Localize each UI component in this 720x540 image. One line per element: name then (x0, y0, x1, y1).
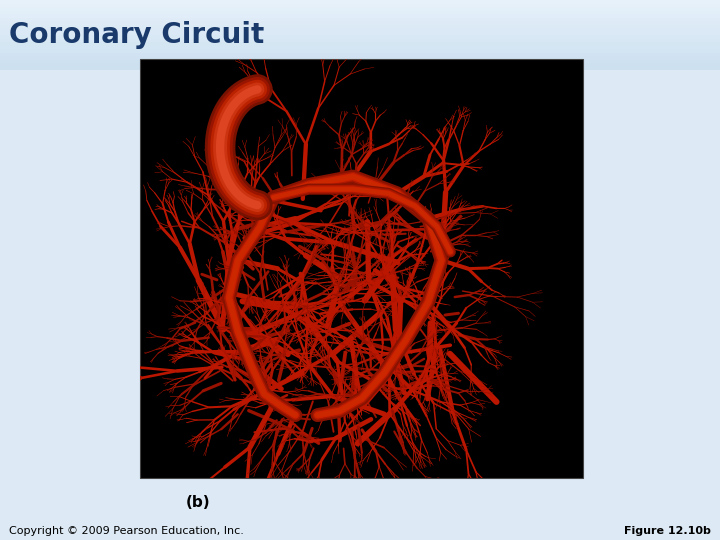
Bar (0, 31, 720, 35)
Bar (0, 7, 720, 10)
Text: Copyright © 2009 Pearson Education, Inc.: Copyright © 2009 Pearson Education, Inc. (9, 526, 243, 536)
Bar (0, 49, 720, 53)
Bar (0, 21, 720, 24)
Bar (0, 56, 720, 60)
Text: Figure 12.10b: Figure 12.10b (624, 526, 711, 536)
Bar (0, 52, 720, 56)
Bar (0, 60, 720, 63)
Bar (0, 45, 720, 49)
Bar (0, 63, 720, 67)
Bar (140, 59, 583, 478)
Bar (0, 14, 720, 17)
Bar (0, 10, 720, 14)
Bar (0, 0, 720, 3)
Bar (0, 25, 720, 28)
Text: (b): (b) (186, 495, 210, 510)
Bar (0, 35, 720, 39)
Bar (0, 66, 720, 70)
Bar (0, 3, 720, 7)
Bar (0, 42, 720, 45)
Bar (0, 39, 720, 42)
Text: Coronary Circuit: Coronary Circuit (9, 21, 265, 49)
Bar (0, 28, 720, 31)
Bar (0, 18, 720, 21)
